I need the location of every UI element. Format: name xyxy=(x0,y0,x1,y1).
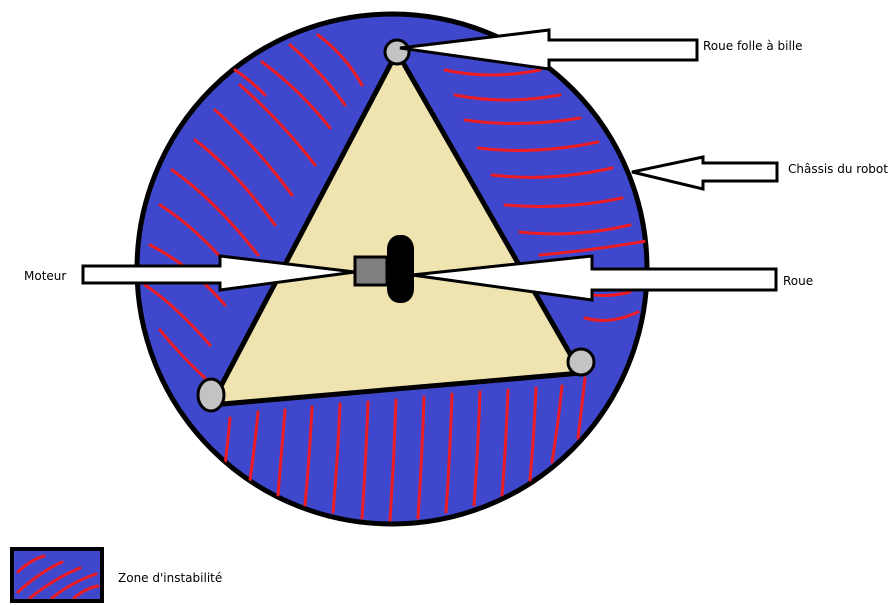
arrow-ball-caster xyxy=(399,28,699,71)
label-chassis: Châssis du robot xyxy=(788,162,888,176)
robot-base-triangle xyxy=(208,49,584,408)
legend: Zone d'instabilité xyxy=(10,547,222,603)
ball-caster-top xyxy=(383,38,411,66)
motor-block xyxy=(353,255,389,287)
label-wheel: Roue xyxy=(783,274,813,288)
ball-caster-left xyxy=(196,377,226,413)
arrow-chassis xyxy=(631,155,779,191)
arrow-wheel xyxy=(411,254,778,302)
legend-swatch xyxy=(10,547,104,603)
arrow-motor xyxy=(81,254,356,292)
label-motor: Moteur xyxy=(24,269,66,283)
wheel-shape xyxy=(387,235,414,303)
legend-label: Zone d'instabilité xyxy=(118,571,222,585)
instability-hatching xyxy=(143,33,647,522)
label-ball-caster: Roue folle à bille xyxy=(703,39,803,53)
ball-caster-right xyxy=(566,347,596,377)
legend-hatching xyxy=(16,554,100,599)
